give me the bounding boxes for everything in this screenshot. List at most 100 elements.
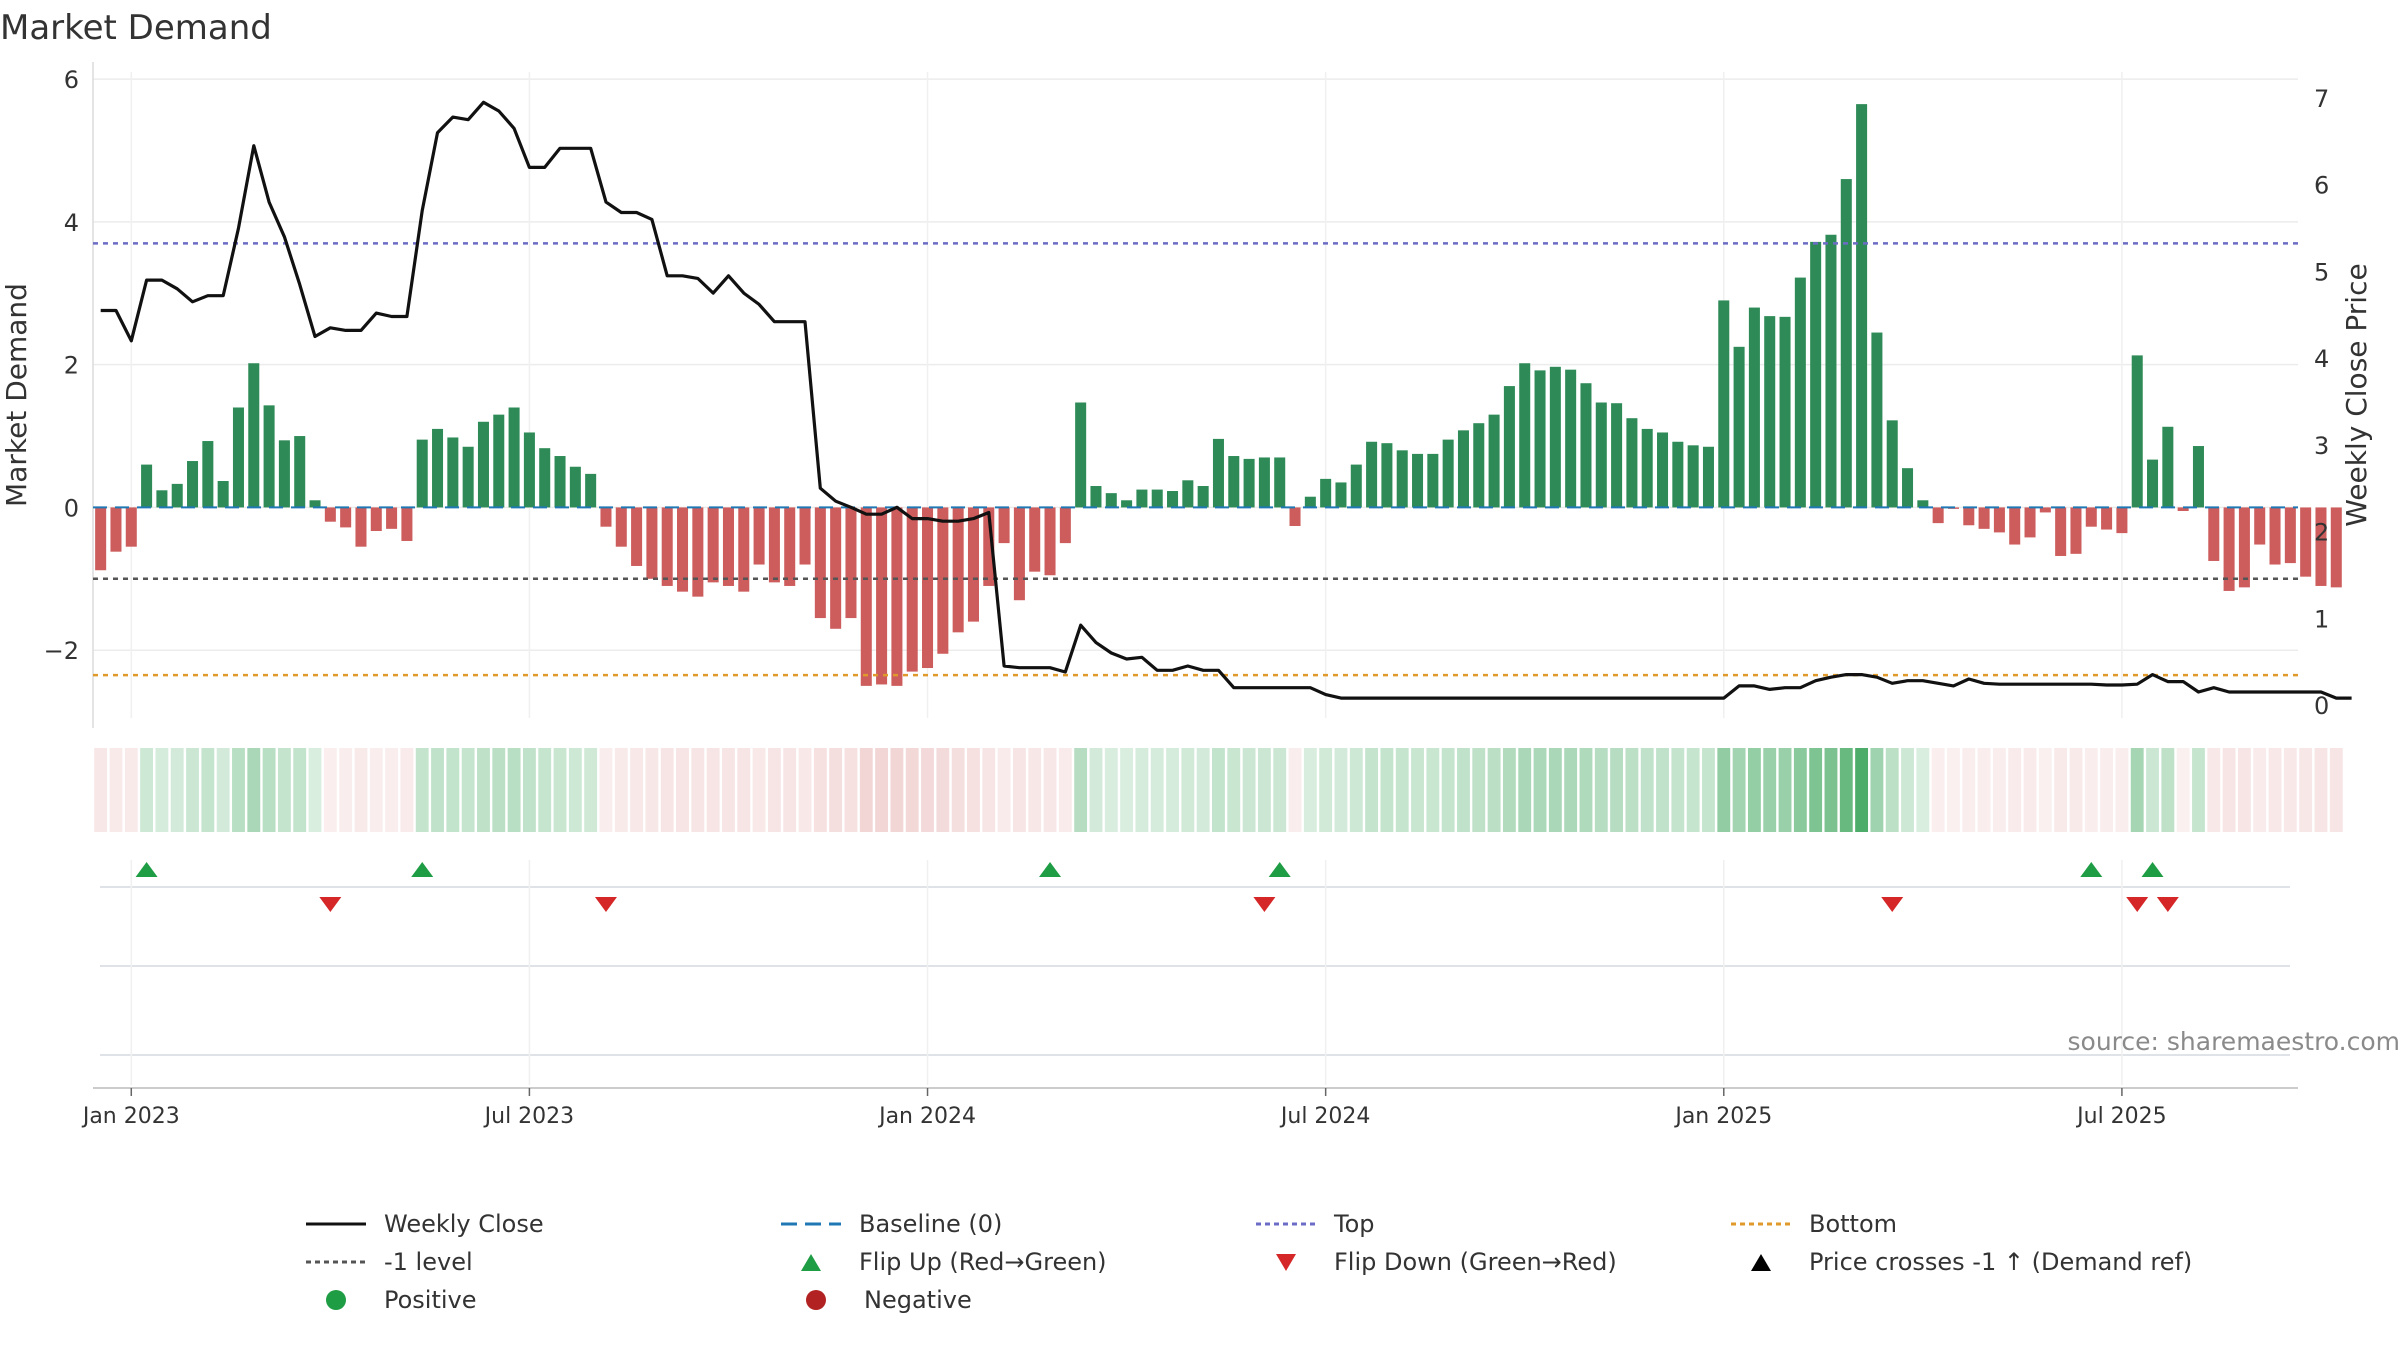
triangle-down-icon bbox=[1276, 1254, 1296, 1271]
flip-up-marker bbox=[411, 862, 434, 877]
demand-strip-cell bbox=[2008, 748, 2022, 832]
legend-item-bottom: Bottom bbox=[1725, 1209, 2200, 1239]
demand-strip-cell bbox=[1242, 748, 1256, 832]
demand-strip-cell bbox=[522, 748, 536, 832]
demand-bar bbox=[1059, 507, 1071, 544]
source-note: source: sharemaestro.com bbox=[2068, 1027, 2400, 1056]
demand-bar bbox=[615, 507, 627, 547]
legend-item-flip_down: Flip Down (Green→Red) bbox=[1250, 1247, 1725, 1277]
demand-bar bbox=[998, 507, 1010, 544]
demand-strip-cell bbox=[1839, 748, 1853, 832]
demand-strip-cell bbox=[1074, 748, 1088, 832]
chart-title: Market Demand bbox=[0, 8, 272, 48]
x-tick-label: Jan 2025 bbox=[1673, 1104, 1772, 1129]
demand-strip-cell bbox=[492, 748, 506, 832]
demand-strip-cell bbox=[1977, 748, 1991, 832]
demand-strip-cell bbox=[1441, 748, 1455, 832]
dotted-line-icon bbox=[306, 1260, 366, 1264]
demand-strip-cell bbox=[1380, 748, 1394, 832]
legend-item-baseline: Baseline (0) bbox=[775, 1209, 1250, 1239]
demand-strip-cell bbox=[1411, 748, 1424, 832]
flip-up-marker bbox=[135, 862, 158, 877]
demand-strip-cell bbox=[1518, 748, 1532, 832]
demand-strip-cell bbox=[94, 748, 108, 832]
demand-bar bbox=[722, 507, 734, 586]
demand-bar bbox=[370, 507, 382, 531]
demand-bar bbox=[631, 507, 643, 566]
demand-strip-cell bbox=[2329, 748, 2343, 832]
demand-bar bbox=[952, 507, 964, 633]
demand-strip-cell bbox=[2130, 748, 2144, 832]
demand-strip-cell bbox=[905, 748, 919, 832]
flip-down-marker bbox=[319, 897, 342, 912]
demand-strip-cell bbox=[339, 748, 353, 832]
demand-bar bbox=[95, 507, 107, 571]
demand-bar bbox=[1442, 439, 1454, 508]
demand-strip-cell bbox=[921, 748, 934, 832]
demand-bar bbox=[876, 507, 888, 685]
demand-bar bbox=[1228, 456, 1240, 508]
y-left-tick-label: 6 bbox=[64, 66, 79, 94]
demand-bar bbox=[1718, 300, 1730, 508]
demand-strip-cell bbox=[1992, 748, 2006, 832]
demand-bar bbox=[2238, 507, 2250, 588]
demand-strip-cell bbox=[2314, 748, 2328, 832]
y-right-tick-label: 5 bbox=[2314, 258, 2329, 286]
demand-bar bbox=[1932, 507, 1944, 524]
demand-strip-cell bbox=[1058, 748, 1072, 832]
demand-strip-cell bbox=[1671, 748, 1685, 832]
demand-bar bbox=[523, 432, 535, 508]
demand-bar bbox=[1167, 491, 1179, 508]
demand-strip-cell bbox=[1610, 748, 1624, 832]
demand-strip-cell bbox=[1196, 748, 1210, 832]
demand-bar bbox=[937, 507, 949, 654]
demand-bar bbox=[1350, 464, 1362, 508]
legend-label: Top bbox=[1334, 1210, 1375, 1238]
weekly-close-line bbox=[100, 100, 2352, 700]
demand-strip-cell bbox=[1273, 748, 1287, 832]
demand-strip-cell bbox=[415, 748, 429, 832]
demand-bar bbox=[324, 507, 336, 522]
demand-strip-cell bbox=[1962, 748, 1976, 832]
demand-bar bbox=[1580, 383, 1592, 508]
demand-strip-cell bbox=[1732, 748, 1746, 832]
dot-icon bbox=[806, 1290, 826, 1310]
demand-bar bbox=[202, 441, 214, 508]
demand-strip-cell bbox=[109, 748, 123, 832]
demand-bar bbox=[1810, 241, 1822, 508]
flip-down-marker bbox=[594, 897, 617, 912]
demand-strip-cell bbox=[1135, 748, 1149, 832]
demand-strip-cell bbox=[1303, 748, 1317, 832]
demand-strip-cell bbox=[155, 748, 169, 832]
demand-strip-cell bbox=[645, 748, 659, 832]
demand-bar bbox=[1075, 402, 1087, 508]
demand-strip-cell bbox=[216, 748, 230, 832]
demand-bar bbox=[1044, 507, 1056, 576]
demand-strip-cell bbox=[262, 748, 276, 832]
demand-bar bbox=[1105, 493, 1117, 508]
flip-up-marker bbox=[2080, 862, 2103, 877]
demand-strip-cell bbox=[308, 748, 322, 832]
demand-bar bbox=[232, 407, 244, 508]
y-left-tick-label: −2 bbox=[44, 637, 79, 665]
demand-strip-cell bbox=[2237, 748, 2251, 832]
demand-strip-cell bbox=[1472, 748, 1486, 832]
demand-strip-cell bbox=[752, 748, 766, 832]
demand-strip-cell bbox=[767, 748, 781, 832]
demand-bar bbox=[585, 473, 597, 508]
demand-strip-cell bbox=[1120, 748, 1134, 832]
demand-strip-cell bbox=[706, 748, 720, 832]
demand-bar bbox=[1993, 507, 2005, 533]
demand-strip-cell bbox=[890, 748, 904, 832]
demand-strip-cell bbox=[461, 748, 475, 832]
demand-strip-cell bbox=[1426, 748, 1440, 832]
demand-strip-cell bbox=[2299, 748, 2313, 832]
flip-up-marker bbox=[2141, 862, 2164, 877]
legend-item-price_cross: Price crosses -1 ↑ (Demand ref) bbox=[1725, 1247, 2200, 1277]
demand-bar bbox=[447, 437, 459, 508]
demand-bar bbox=[340, 507, 352, 528]
demand-bar bbox=[1396, 450, 1408, 508]
demand-strip-cell bbox=[1043, 748, 1057, 832]
demand-strip-cell bbox=[1487, 748, 1501, 832]
legend-label: -1 level bbox=[384, 1248, 473, 1276]
